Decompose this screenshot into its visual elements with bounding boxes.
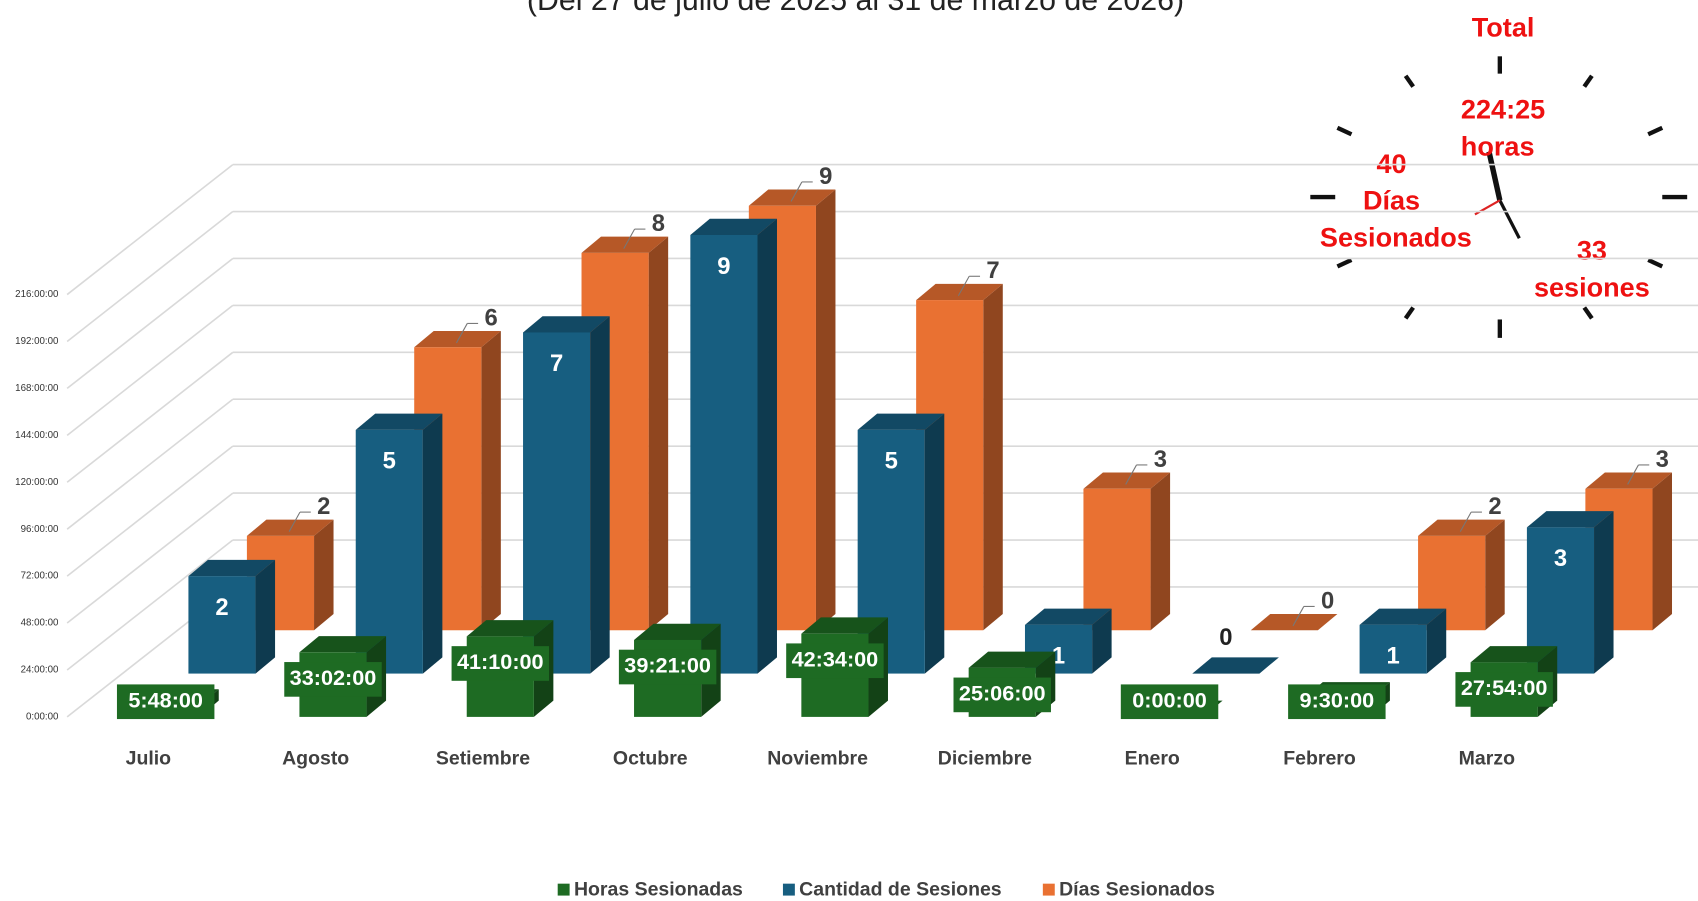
y-tick-label: 0:00:00 bbox=[26, 711, 59, 722]
bar-side bbox=[481, 331, 500, 630]
value-label: 9 bbox=[819, 163, 832, 190]
value-label: 42:34:00 bbox=[792, 646, 879, 671]
bar-side bbox=[649, 237, 668, 631]
legend-label: Horas Sesionadas bbox=[574, 878, 743, 900]
bar-side bbox=[925, 414, 944, 674]
bar-side bbox=[757, 219, 776, 674]
value-label: 9 bbox=[717, 253, 730, 280]
value-label: 0:00:00 bbox=[1132, 687, 1207, 712]
chart-title: (Del 27 de julio de 2025 al 31 de marzo … bbox=[527, 0, 1184, 17]
value-label: 8 bbox=[652, 210, 665, 237]
y-tick-label: 96:00:00 bbox=[21, 524, 59, 535]
bar-side bbox=[816, 190, 835, 631]
value-label: 3 bbox=[1656, 446, 1669, 473]
value-label: 5 bbox=[383, 448, 396, 475]
x-tick-label: Octubre bbox=[613, 747, 688, 769]
value-label: 0 bbox=[1321, 587, 1334, 614]
value-label: 2 bbox=[215, 594, 228, 621]
x-tick-label: Agosto bbox=[282, 747, 349, 769]
x-tick-label: Enero bbox=[1125, 747, 1180, 769]
y-tick-label: 48:00:00 bbox=[21, 618, 59, 629]
page: (Del 27 de julio de 2025 al 31 de marzo … bbox=[0, 0, 1698, 901]
chart: (Del 27 de julio de 2025 al 31 de marzo … bbox=[0, 0, 1698, 901]
annotation: horas bbox=[1461, 131, 1535, 162]
bar-top bbox=[1251, 614, 1338, 630]
bar-top bbox=[1192, 657, 1279, 673]
value-label: 9:30:00 bbox=[1300, 687, 1375, 712]
value-label: 5 bbox=[885, 448, 898, 475]
x-tick-label: Setiembre bbox=[436, 747, 530, 769]
legend-label: Cantidad de Sesiones bbox=[799, 878, 1002, 900]
bar-side bbox=[256, 560, 275, 674]
grid-line bbox=[67, 165, 233, 295]
y-tick-label: 192:00:00 bbox=[15, 336, 59, 347]
value-label: 5:48:00 bbox=[128, 687, 203, 712]
grid-line bbox=[67, 305, 233, 435]
value-label: 0 bbox=[1219, 624, 1232, 651]
annotation: sesiones bbox=[1534, 271, 1650, 302]
y-tick-label: 168:00:00 bbox=[15, 383, 59, 394]
legend-swatch bbox=[783, 884, 795, 896]
bar-side bbox=[983, 284, 1002, 630]
y-tick-label: 144:00:00 bbox=[15, 430, 59, 441]
bar bbox=[188, 576, 255, 673]
grid-line bbox=[67, 258, 233, 388]
annotation: 33 bbox=[1577, 234, 1607, 265]
bar-side bbox=[1594, 511, 1613, 673]
value-label: 39:21:00 bbox=[624, 653, 711, 678]
value-label: 25:06:00 bbox=[959, 681, 1046, 706]
legend-swatch bbox=[558, 884, 570, 896]
bar bbox=[690, 235, 757, 674]
grid-line bbox=[67, 212, 233, 342]
legend-swatch bbox=[1043, 884, 1055, 896]
bar-side bbox=[1653, 473, 1672, 631]
value-label: 7 bbox=[986, 257, 999, 284]
value-label: 7 bbox=[550, 350, 563, 377]
value-label: 2 bbox=[317, 493, 330, 520]
bar-side bbox=[423, 414, 442, 674]
x-tick-label: Febrero bbox=[1283, 747, 1356, 769]
value-label: 3 bbox=[1554, 545, 1567, 572]
bar-side bbox=[590, 316, 609, 673]
bar-side bbox=[314, 520, 333, 631]
y-tick-label: 120:00:00 bbox=[15, 477, 59, 488]
value-label: 33:02:00 bbox=[290, 665, 377, 690]
annotation: 40 bbox=[1376, 148, 1406, 179]
value-label: 41:10:00 bbox=[457, 649, 544, 674]
grid-line bbox=[67, 446, 233, 576]
x-tick-label: Marzo bbox=[1459, 747, 1515, 769]
bar-side bbox=[1485, 520, 1504, 631]
y-tick-label: 216:00:00 bbox=[15, 289, 59, 300]
annotation: Total bbox=[1472, 11, 1535, 42]
grid-line bbox=[67, 399, 233, 529]
legend-label: Días Sesionados bbox=[1059, 878, 1215, 900]
value-label: 2 bbox=[1488, 493, 1501, 520]
y-tick-label: 72:00:00 bbox=[21, 571, 59, 582]
annotation: Sesionados bbox=[1320, 221, 1472, 252]
value-label: 1 bbox=[1387, 643, 1400, 670]
x-tick-label: Julio bbox=[126, 747, 172, 769]
annotation: 224:25 bbox=[1461, 94, 1545, 125]
y-tick-label: 24:00:00 bbox=[21, 665, 59, 676]
value-label: 3 bbox=[1154, 446, 1167, 473]
bar-side bbox=[1151, 473, 1170, 631]
x-tick-label: Diciembre bbox=[938, 747, 1032, 769]
value-label: 27:54:00 bbox=[1461, 675, 1548, 700]
value-label: 6 bbox=[484, 304, 497, 331]
x-tick-label: Noviembre bbox=[767, 747, 868, 769]
grid-line bbox=[67, 352, 233, 482]
